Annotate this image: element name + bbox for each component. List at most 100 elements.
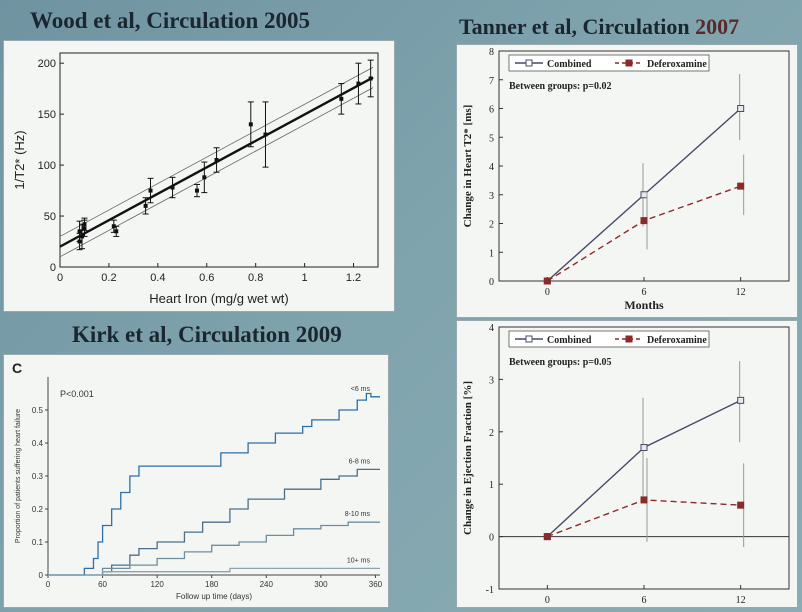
y-tick-label: 4 xyxy=(489,323,494,334)
curve-label: 10+ ms xyxy=(347,557,371,564)
x-axis-label: Follow up time (days) xyxy=(176,592,252,601)
annotation: Between groups: p=0.05 xyxy=(509,357,611,368)
annotation: P<0.001 xyxy=(60,389,94,399)
x-tick-label: 6 xyxy=(642,595,647,606)
tanner-title-text: Tanner et al, Circulation xyxy=(459,14,696,39)
x-tick-label: 60 xyxy=(98,580,107,589)
x-tick-label: 0.2 xyxy=(101,272,116,284)
legend-label: Deferoxamine xyxy=(647,59,707,70)
data-point xyxy=(148,188,153,193)
y-tick-label: 7 xyxy=(489,76,494,87)
y-tick-label: 0 xyxy=(39,571,44,580)
legend-marker xyxy=(525,335,533,343)
data-point xyxy=(737,105,745,112)
tanner-t2-panel: 0 1 2 3 4 5 6 7 8 0 6 12 Months Change in Heart T2* [… xyxy=(456,44,798,318)
curve-label: 6-8 ms xyxy=(349,458,371,465)
data-point xyxy=(82,222,87,227)
data-point xyxy=(202,175,207,180)
y-tick-label: 100 xyxy=(38,160,56,172)
y-tick-label: 2 xyxy=(489,428,494,439)
km-curve xyxy=(48,392,380,576)
data-point xyxy=(170,185,175,190)
x-tick-label: 1 xyxy=(302,272,308,284)
y-tick-label: 8 xyxy=(489,47,494,58)
x-tick-label: 0 xyxy=(545,595,550,606)
y-tick-label: 0.1 xyxy=(32,538,44,547)
data-point xyxy=(640,191,648,199)
data-point xyxy=(339,96,344,101)
legend-marker xyxy=(625,59,633,67)
y-tick-label: 0.2 xyxy=(32,505,44,514)
data-point xyxy=(640,496,648,504)
legend-marker xyxy=(625,335,633,343)
legend-label: Combined xyxy=(547,335,592,346)
data-point xyxy=(737,396,745,404)
x-tick-label: 0 xyxy=(57,272,63,284)
wood-chart: 0 0.2 0.4 0.6 0.8 1 1.2 0 50 100 150 200 Heart Iron … xyxy=(12,52,379,306)
legend-marker xyxy=(525,59,533,67)
y-tick-label: 200 xyxy=(38,58,56,70)
x-tick-label: 12 xyxy=(736,287,746,298)
y-tick-label: 0 xyxy=(50,262,56,274)
x-tick-label: 12 xyxy=(736,595,746,606)
data-point xyxy=(640,217,648,225)
y-tick-label: 3 xyxy=(489,375,494,386)
km-curve xyxy=(48,567,380,576)
x-tick-label: 0.8 xyxy=(248,272,263,284)
panel-label: C xyxy=(12,360,22,376)
tanner-title: Tanner et al, Circulation 2007 xyxy=(459,14,739,40)
y-axis-label: Proportion of patients suffering heart f… xyxy=(15,409,22,543)
y-axis-label: Change in Ejection Fraction [%] xyxy=(462,381,474,535)
data-point xyxy=(356,81,361,86)
kirk-chart: C 0 0.1 0.2 0.3 0.4 0.5 0 60 120 180 240 300 360 Follo… xyxy=(12,360,383,601)
y-tick-label: 2 xyxy=(489,220,494,231)
x-axis-label: Months xyxy=(624,606,664,607)
y-tick-label: 0 xyxy=(489,277,494,288)
series-line xyxy=(546,399,741,538)
x-tick-label: 6 xyxy=(642,287,647,298)
y-tick-label: 0 xyxy=(489,533,494,544)
y-tick-label: 50 xyxy=(44,211,56,223)
data-point xyxy=(143,203,148,208)
data-point xyxy=(214,158,219,162)
data-point xyxy=(368,76,373,81)
y-tick-label: 4 xyxy=(489,162,494,173)
legend-box xyxy=(508,330,710,348)
y-tick-label: 0.5 xyxy=(32,406,44,415)
x-tick-label: 180 xyxy=(205,580,219,589)
data-point xyxy=(737,182,745,190)
wood-panel: 0 0.2 0.4 0.6 0.8 1 1.2 0 50 100 150 200 Heart Iron … xyxy=(3,40,395,312)
y-tick-label: 0.3 xyxy=(32,472,44,481)
y-tick-label: 1 xyxy=(489,248,494,259)
legend-label: Combined xyxy=(547,59,592,70)
data-point xyxy=(194,188,199,193)
plot-frame xyxy=(59,52,379,268)
x-tick-label: 1.2 xyxy=(346,272,361,284)
km-curve xyxy=(48,521,380,576)
annotation: Between groups: p=0.02 xyxy=(509,81,611,92)
kirk-title: Kirk et al, Circulation 2009 xyxy=(72,322,342,347)
y-tick-label: 3 xyxy=(489,191,494,202)
data-point xyxy=(737,501,745,509)
tanner-ef-chart: -1012340612MonthsChange in Ejection Frac… xyxy=(462,323,790,607)
y-tick-label: 6 xyxy=(489,105,494,116)
x-axis-label: Heart Iron (mg/g wet wt) xyxy=(149,291,288,306)
kirk-panel: C 0 0.1 0.2 0.3 0.4 0.5 0 60 120 180 240 300 360 Follo… xyxy=(3,354,389,608)
x-tick-label: 0 xyxy=(46,580,51,589)
y-tick-label: 150 xyxy=(38,109,56,121)
y-tick-label: -1 xyxy=(486,585,494,596)
curve-label: 8-10 ms xyxy=(345,511,371,518)
km-curve xyxy=(48,468,380,576)
x-tick-label: 0 xyxy=(545,287,550,298)
x-tick-label: 0.6 xyxy=(199,272,214,284)
legend-label: Deferoxamine xyxy=(647,335,707,346)
y-tick-label: 1 xyxy=(489,480,494,491)
x-axis-label: Months xyxy=(624,298,664,312)
wood-title: Wood et al, Circulation 2005 xyxy=(30,8,311,33)
x-tick-label: 360 xyxy=(369,580,383,589)
x-tick-label: 300 xyxy=(314,580,328,589)
data-point xyxy=(640,444,648,452)
series-line xyxy=(546,185,741,282)
data-point xyxy=(263,132,268,137)
